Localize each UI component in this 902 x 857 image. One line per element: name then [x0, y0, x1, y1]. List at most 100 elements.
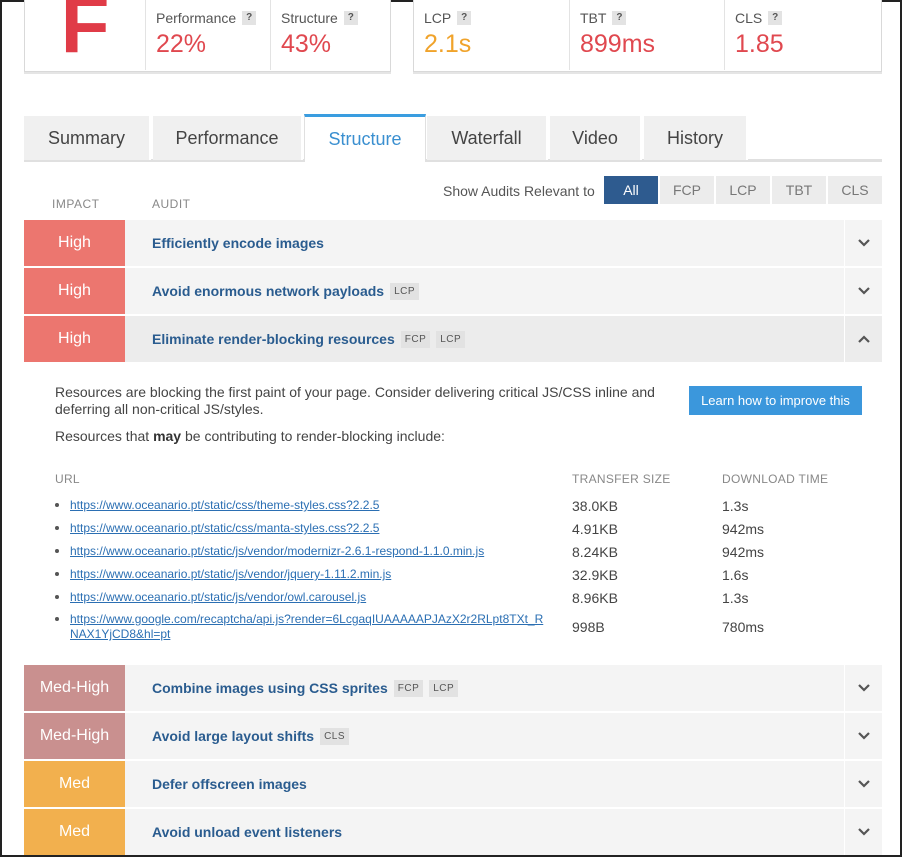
chevron-up-icon [857, 335, 870, 343]
summary-cards: F Performance? 22% Structure? 43% LCP? 2… [24, 0, 882, 72]
structure-label: Structure [281, 10, 338, 26]
download-time: 1.3s [722, 498, 749, 514]
chevron-down-icon [857, 732, 870, 740]
bullet-icon [55, 526, 59, 530]
tab-history[interactable]: History [644, 116, 748, 160]
help-icon[interactable]: ? [343, 11, 358, 25]
transfer-size: 38.0KB [572, 498, 618, 514]
tab-performance[interactable]: Performance [153, 116, 303, 160]
tab-video[interactable]: Video [550, 116, 642, 160]
filter-label: Show Audits Relevant to [443, 183, 595, 199]
resource-url-link[interactable]: https://www.google.com/recaptcha/api.js?… [70, 612, 544, 641]
chevron-down-icon [857, 287, 870, 295]
impact-badge: High [24, 220, 125, 266]
resource-url-link[interactable]: https://www.oceanario.pt/static/css/them… [70, 498, 380, 512]
resource-url-link[interactable]: https://www.oceanario.pt/static/css/mant… [70, 521, 380, 535]
note-emphasis: may [153, 428, 182, 444]
tbt-label: TBT [580, 10, 607, 26]
resource-url-link[interactable]: https://www.oceanario.pt/static/js/vendo… [70, 544, 485, 558]
expand-toggle[interactable] [844, 665, 882, 711]
audit-note: Resources that may be contributing to re… [55, 428, 445, 444]
performance-label: Performance [156, 10, 237, 26]
tbt-value: 899ms [580, 30, 656, 58]
expand-toggle[interactable] [844, 713, 882, 759]
resource-url-link[interactable]: https://www.oceanario.pt/static/js/vendo… [70, 590, 367, 604]
cls-label: CLS [735, 10, 763, 26]
audit-row[interactable]: Med-High Combine images using CSS sprite… [24, 665, 882, 711]
impact-badge: High [24, 316, 125, 362]
audit-details-panel: Resources are blocking the first paint o… [24, 362, 882, 658]
report-tabs: Summary Performance Structure Waterfall … [24, 114, 882, 162]
metric-tag: LCP [436, 330, 466, 348]
audit-title[interactable]: Avoid large layout shifts [152, 728, 315, 744]
expand-toggle[interactable] [844, 220, 882, 266]
audit-title[interactable]: Eliminate render-blocking resources [152, 331, 395, 347]
filter-tbt-button[interactable]: TBT [772, 176, 826, 204]
tab-structure[interactable]: Structure [304, 114, 426, 162]
impact-badge: High [24, 268, 125, 314]
help-icon[interactable]: ? [768, 11, 783, 25]
help-icon[interactable]: ? [457, 11, 472, 25]
audit-title[interactable]: Combine images using CSS sprites [152, 680, 388, 696]
help-icon[interactable]: ? [242, 11, 257, 25]
url-column-header: URL [55, 472, 80, 486]
impact-badge: Med-High [24, 713, 125, 759]
download-time: 1.6s [722, 567, 749, 583]
audit-title[interactable]: Defer offscreen images [152, 776, 307, 792]
chevron-down-icon [857, 684, 870, 692]
transfer-size: 4.91KB [572, 521, 618, 537]
audit-row[interactable]: High Avoid enormous network payloads LCP [24, 268, 882, 314]
audit-title[interactable]: Efficiently encode images [152, 235, 324, 251]
bullet-icon [55, 595, 59, 599]
structure-metric: Structure? 43% [270, 0, 390, 70]
audit-row[interactable]: Med-High Avoid large layout shifts CLS [24, 713, 882, 759]
collapse-toggle[interactable] [844, 316, 882, 362]
metric-tag: FCP [393, 679, 424, 697]
download-time: 942ms [722, 544, 765, 560]
cls-value: 1.85 [735, 30, 784, 58]
filter-cls-button[interactable]: CLS [828, 176, 882, 204]
tbt-metric: TBT? 899ms [569, 0, 724, 70]
grade-letter: F [60, 0, 110, 69]
transfer-size-column-header: TRANSFER SIZE [572, 472, 671, 486]
structure-value: 43% [281, 30, 332, 58]
expand-toggle[interactable] [844, 761, 882, 807]
cls-metric: CLS? 1.85 [724, 0, 881, 70]
audit-row[interactable]: High Efficiently encode images [24, 220, 882, 266]
audit-row[interactable]: Med Avoid unload event listeners [24, 809, 882, 855]
expand-toggle[interactable] [844, 268, 882, 314]
audit-row[interactable]: Med Defer offscreen images [24, 761, 882, 807]
metric-tag: LCP [390, 282, 420, 300]
grade-badge: F [25, 0, 146, 70]
learn-how-button[interactable]: Learn how to improve this [689, 386, 862, 415]
transfer-size: 32.9KB [572, 567, 618, 583]
bullet-icon [55, 549, 59, 553]
web-vitals-card: LCP? 2.1s TBT? 899ms CLS? 1.85 [413, 0, 882, 72]
lcp-label: LCP [424, 10, 452, 26]
audit-column-header: AUDIT [152, 197, 191, 211]
filter-lcp-button[interactable]: LCP [716, 176, 770, 204]
download-time: 780ms [722, 619, 765, 635]
grade-card: F Performance? 22% Structure? 43% [24, 0, 391, 72]
filter-all-button[interactable]: All [604, 176, 658, 204]
note-suffix: be contributing to render-blocking inclu… [181, 428, 445, 444]
filter-fcp-button[interactable]: FCP [660, 176, 714, 204]
help-icon[interactable]: ? [612, 11, 627, 25]
resource-url-link[interactable]: https://www.oceanario.pt/static/js/vendo… [70, 567, 392, 581]
chevron-down-icon [857, 828, 870, 836]
performance-value: 22% [156, 30, 207, 58]
chevron-down-icon [857, 239, 870, 247]
audit-row-expanded[interactable]: High Eliminate render-blocking resources… [24, 316, 882, 362]
impact-badge: Med-High [24, 665, 125, 711]
note-prefix: Resources that [55, 428, 154, 444]
tab-waterfall[interactable]: Waterfall [427, 116, 548, 160]
audit-title[interactable]: Avoid unload event listeners [152, 824, 343, 840]
audit-description: Resources are blocking the first paint o… [55, 384, 655, 417]
tab-summary[interactable]: Summary [24, 116, 151, 160]
expand-toggle[interactable] [844, 809, 882, 855]
audit-title[interactable]: Avoid enormous network payloads [152, 283, 385, 299]
lcp-metric: LCP? 2.1s [414, 0, 569, 70]
bullet-icon [55, 617, 59, 621]
metric-tag: CLS [320, 727, 350, 745]
metric-tag: FCP [400, 330, 431, 348]
